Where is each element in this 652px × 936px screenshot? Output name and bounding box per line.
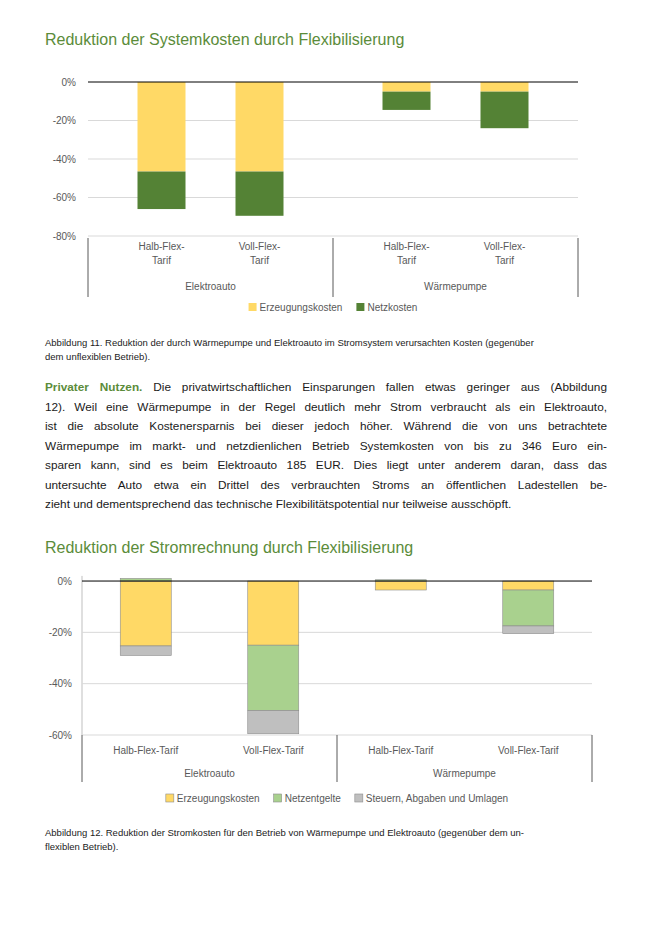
y-tick-label: -40% xyxy=(49,678,72,689)
bar-segment xyxy=(236,82,284,172)
legend-swatch xyxy=(274,794,282,802)
bar-segment xyxy=(120,581,171,646)
paragraph-line: 12). Weil eine Wärmepumpe in der Regel d… xyxy=(45,398,607,418)
category-label: Halb-Flex- Tarif xyxy=(138,241,184,266)
paragraph-text: ist die absolute Kostenersparnis bei die… xyxy=(45,419,607,433)
legend-swatch xyxy=(355,794,363,802)
paragraph-lead: Privater Nutzen. xyxy=(45,380,142,394)
bar-segment xyxy=(503,590,554,626)
group-label: Wärmepumpe xyxy=(433,768,496,779)
caption-line: Abbildung 12. Reduktion der Stromkosten … xyxy=(45,826,610,840)
grid-line xyxy=(88,236,578,237)
figure-caption: Abbildung 11. Reduktion der durch Wärmep… xyxy=(45,336,610,364)
bar-segment xyxy=(248,711,299,734)
y-tick-label: -60% xyxy=(49,730,72,741)
legend: Erzeugungskosten Netzkosten xyxy=(249,302,418,313)
category-label: Halb-Flex-Tarif xyxy=(113,745,178,756)
category-label: Voll-Flex-Tarif xyxy=(243,745,304,756)
group-separator xyxy=(578,238,579,297)
bar-segment xyxy=(481,82,529,92)
zero-line xyxy=(82,581,592,582)
category-label: Voll-Flex- Tarif xyxy=(239,241,281,266)
group-separator xyxy=(337,735,338,782)
chart: Reduktion der Stromrechnung durch Flexib… xyxy=(45,539,592,804)
group-separator xyxy=(333,238,334,297)
bar-segment xyxy=(383,82,431,92)
category-label-part: Voll-Flex- xyxy=(484,241,526,252)
y-tick-label: 0% xyxy=(58,576,73,587)
paragraph-line: Privater Nutzen. Die privatwirtschaftlic… xyxy=(45,378,607,398)
grid-line xyxy=(82,683,592,684)
y-axis-line xyxy=(82,576,83,735)
category-label: Voll-Flex-Tarif xyxy=(498,745,559,756)
paragraph-text: untersuchte Auto etwa ein Drittel des ve… xyxy=(45,478,607,492)
category-label-part: Halb-Flex- xyxy=(138,241,184,252)
category-label-part: Voll-Flex- xyxy=(239,241,281,252)
category-label-part: Halb-Flex- xyxy=(383,241,429,252)
paragraph-line: sparen kann, sind es beim Elektroauto 18… xyxy=(45,456,607,476)
caption-line: Abbildung 11. Reduktion der durch Wärmep… xyxy=(45,336,610,350)
y-tick-label: -20% xyxy=(53,115,76,126)
paragraph-line: untersuchte Auto etwa ein Drittel des ve… xyxy=(45,476,607,496)
y-tick-label: 0% xyxy=(62,77,77,88)
category-label: Voll-Flex- Tarif xyxy=(484,241,526,266)
y-tick-label: -20% xyxy=(49,627,72,638)
group-separator xyxy=(592,735,593,782)
bar-segment xyxy=(503,626,554,634)
legend-label: Steuern, Abgaben und Umlagen xyxy=(366,793,508,804)
caption-line: flexiblen Betrieb). xyxy=(45,840,610,854)
bars xyxy=(138,82,529,216)
category-label: Halb-Flex-Tarif xyxy=(368,745,433,756)
chart-title: Reduktion der Systemkosten durch Flexibi… xyxy=(45,31,404,48)
legend-label: Erzeugungskosten xyxy=(177,793,260,804)
y-tick-label: -80% xyxy=(53,231,76,242)
bar-segment xyxy=(120,646,171,655)
paragraph-text: Wärmepumpe im markt- und netzdienlichen … xyxy=(45,439,607,453)
group-label: Elektroauto xyxy=(184,768,235,779)
paragraph-text: 12). Weil eine Wärmepumpe in der Regel d… xyxy=(45,400,607,414)
chart: Reduktion der Systemkosten durch Flexibi… xyxy=(45,31,578,313)
legend-label: Netzkosten xyxy=(367,302,417,313)
chart-title: Reduktion der Stromrechnung durch Flexib… xyxy=(45,539,413,556)
legend: Erzeugungskosten Netzentgelte Steuern, Abg… xyxy=(166,793,508,804)
paragraph-text: zieht und dementsprechend das technische… xyxy=(45,497,511,511)
bars xyxy=(120,578,554,733)
bar-segment xyxy=(248,645,299,710)
caption-line: dem unflexiblen Betrieb). xyxy=(45,350,610,364)
bar-segment xyxy=(375,581,426,590)
bar-segment xyxy=(383,92,431,110)
paragraph: Privater Nutzen. Die privatwirtschaftlic… xyxy=(45,378,607,515)
legend-swatch xyxy=(249,303,257,311)
group-separator xyxy=(82,735,83,782)
y-tick-label: -40% xyxy=(53,154,76,165)
category-label-part: Tarif xyxy=(250,255,269,266)
paragraph-line: zieht und dementsprechend das technische… xyxy=(45,495,607,515)
bar-segment xyxy=(138,82,186,172)
group-label: Wärmepumpe xyxy=(424,281,487,292)
group-label: Elektroauto xyxy=(185,281,236,292)
legend-label: Netzentgelte xyxy=(285,793,342,804)
bar-segment xyxy=(248,581,299,645)
category-label-part: Tarif xyxy=(152,255,171,266)
bar-segment xyxy=(503,581,554,590)
y-tick-label: -60% xyxy=(53,192,76,203)
page: {"chart_data": [ {"type": "bar", "title"… xyxy=(0,0,652,936)
legend-label: Erzeugungskosten xyxy=(260,302,343,313)
paragraph-text: Die privatwirtschaftlichen Einsparungen … xyxy=(153,380,607,394)
figure-caption: Abbildung 12. Reduktion der Stromkosten … xyxy=(45,826,610,854)
bar-segment xyxy=(375,579,426,580)
bar-segment xyxy=(236,172,284,216)
paragraph-line: ist die absolute Kostenersparnis bei die… xyxy=(45,417,607,437)
category-label-part: Tarif xyxy=(495,255,514,266)
legend-swatch xyxy=(356,303,364,311)
paragraph-line: Wärmepumpe im markt- und netzdienlichen … xyxy=(45,437,607,457)
category-label: Halb-Flex- Tarif xyxy=(383,241,429,266)
category-label-part: Tarif xyxy=(397,255,416,266)
zero-line xyxy=(88,82,578,83)
group-separator xyxy=(88,238,89,297)
legend-swatch xyxy=(166,794,174,802)
bar-segment xyxy=(138,172,186,210)
bar-segment xyxy=(481,92,529,129)
paragraph-text: sparen kann, sind es beim Elektroauto 18… xyxy=(45,458,607,472)
